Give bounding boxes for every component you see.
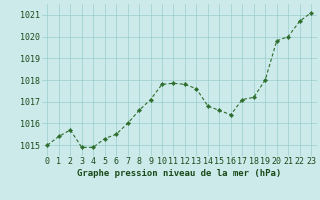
X-axis label: Graphe pression niveau de la mer (hPa): Graphe pression niveau de la mer (hPa) [77,169,281,178]
